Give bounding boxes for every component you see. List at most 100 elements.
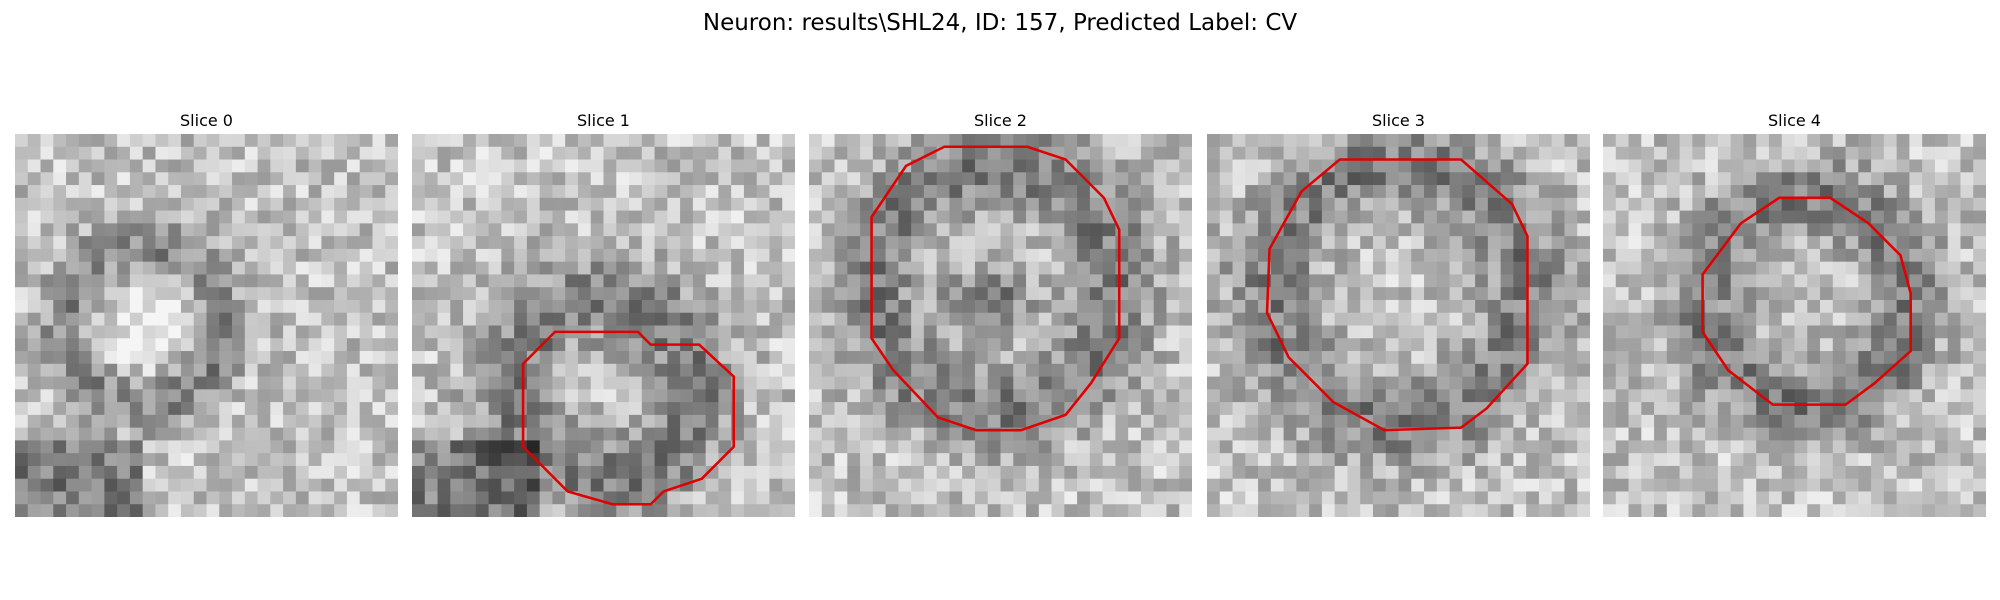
pixel [565,287,579,301]
pixel [1207,376,1221,390]
pixel [359,261,373,275]
pixel [885,478,899,492]
pixel [1283,453,1297,467]
pixel [1666,299,1680,314]
pixel [577,351,592,365]
pixel [1628,427,1642,441]
pixel [590,287,604,301]
pixel [1462,491,1476,505]
pixel [1232,223,1246,237]
pixel [412,453,426,467]
pixel [1038,504,1052,517]
pixel [1347,261,1361,275]
pixel [641,185,655,199]
pixel [232,134,246,148]
pixel [667,146,681,160]
pixel [142,338,156,352]
pixel [539,491,553,505]
pixel [756,274,770,288]
pixel [1641,491,1655,505]
pixel [1934,248,1949,263]
pixel [372,504,386,517]
pixel [40,197,54,211]
pixel [782,299,795,314]
pixel [1960,197,1974,211]
pixel [1462,210,1476,224]
pixel [321,210,335,224]
pixel [385,274,398,288]
pixel [1973,134,1986,148]
pixel [1871,236,1885,250]
pixel [603,172,617,186]
pixel [1462,325,1476,339]
pixel [117,427,131,441]
pixel [629,185,643,199]
pixel [1372,465,1387,480]
pixel [321,236,335,250]
pixel [577,299,592,314]
pixel [1207,440,1221,454]
pixel [1321,159,1336,173]
pixel [1013,172,1027,186]
pixel [1705,223,1719,237]
pixel [437,159,451,173]
pixel [1564,402,1578,416]
pixel [1615,261,1629,275]
pixel [1679,351,1693,365]
pixel [1347,389,1361,403]
pixel [1038,210,1052,224]
pixel [15,274,29,288]
pixel [692,351,707,365]
pixel [1296,248,1310,263]
pixel [1705,453,1719,467]
pixel [488,453,502,467]
pixel [1077,210,1091,224]
pixel [385,172,398,186]
pixel [359,312,373,326]
pixel [667,134,681,148]
pixel [936,223,950,237]
pixel [809,236,823,250]
pixel [847,389,861,403]
pixel [731,491,745,505]
pixel [334,491,348,505]
pixel [911,351,925,365]
pixel [1896,402,1910,416]
pixel [321,159,335,173]
pixel [1679,197,1693,211]
pixel [1296,146,1310,160]
pixel [1858,287,1872,301]
pixel [514,287,528,301]
pixel [385,185,398,199]
pixel [911,274,925,288]
pixel [603,210,617,224]
pixel [1820,236,1834,250]
pixel [1232,491,1246,505]
pixel [1717,453,1732,467]
pixel [412,504,426,517]
pixel [1102,440,1116,454]
pixel [1321,197,1336,211]
pixel [949,312,963,326]
pixel [66,504,80,517]
pixel [1513,478,1527,492]
pixel [962,261,976,275]
pixel [1909,389,1923,403]
pixel [756,236,770,250]
pixel [1705,274,1719,288]
pixel [295,236,310,250]
pixel [1551,261,1565,275]
pixel [923,287,938,301]
pixel [1577,274,1590,288]
pixel [359,465,373,480]
pixel [283,389,297,403]
pixel [1641,440,1655,454]
pixel [385,389,398,403]
pixel [1179,478,1192,492]
pixel [1820,325,1834,339]
pixel [552,287,566,301]
pixel [1717,325,1732,339]
pixel [1411,440,1425,454]
pixel [756,376,770,390]
pixel [782,223,795,237]
